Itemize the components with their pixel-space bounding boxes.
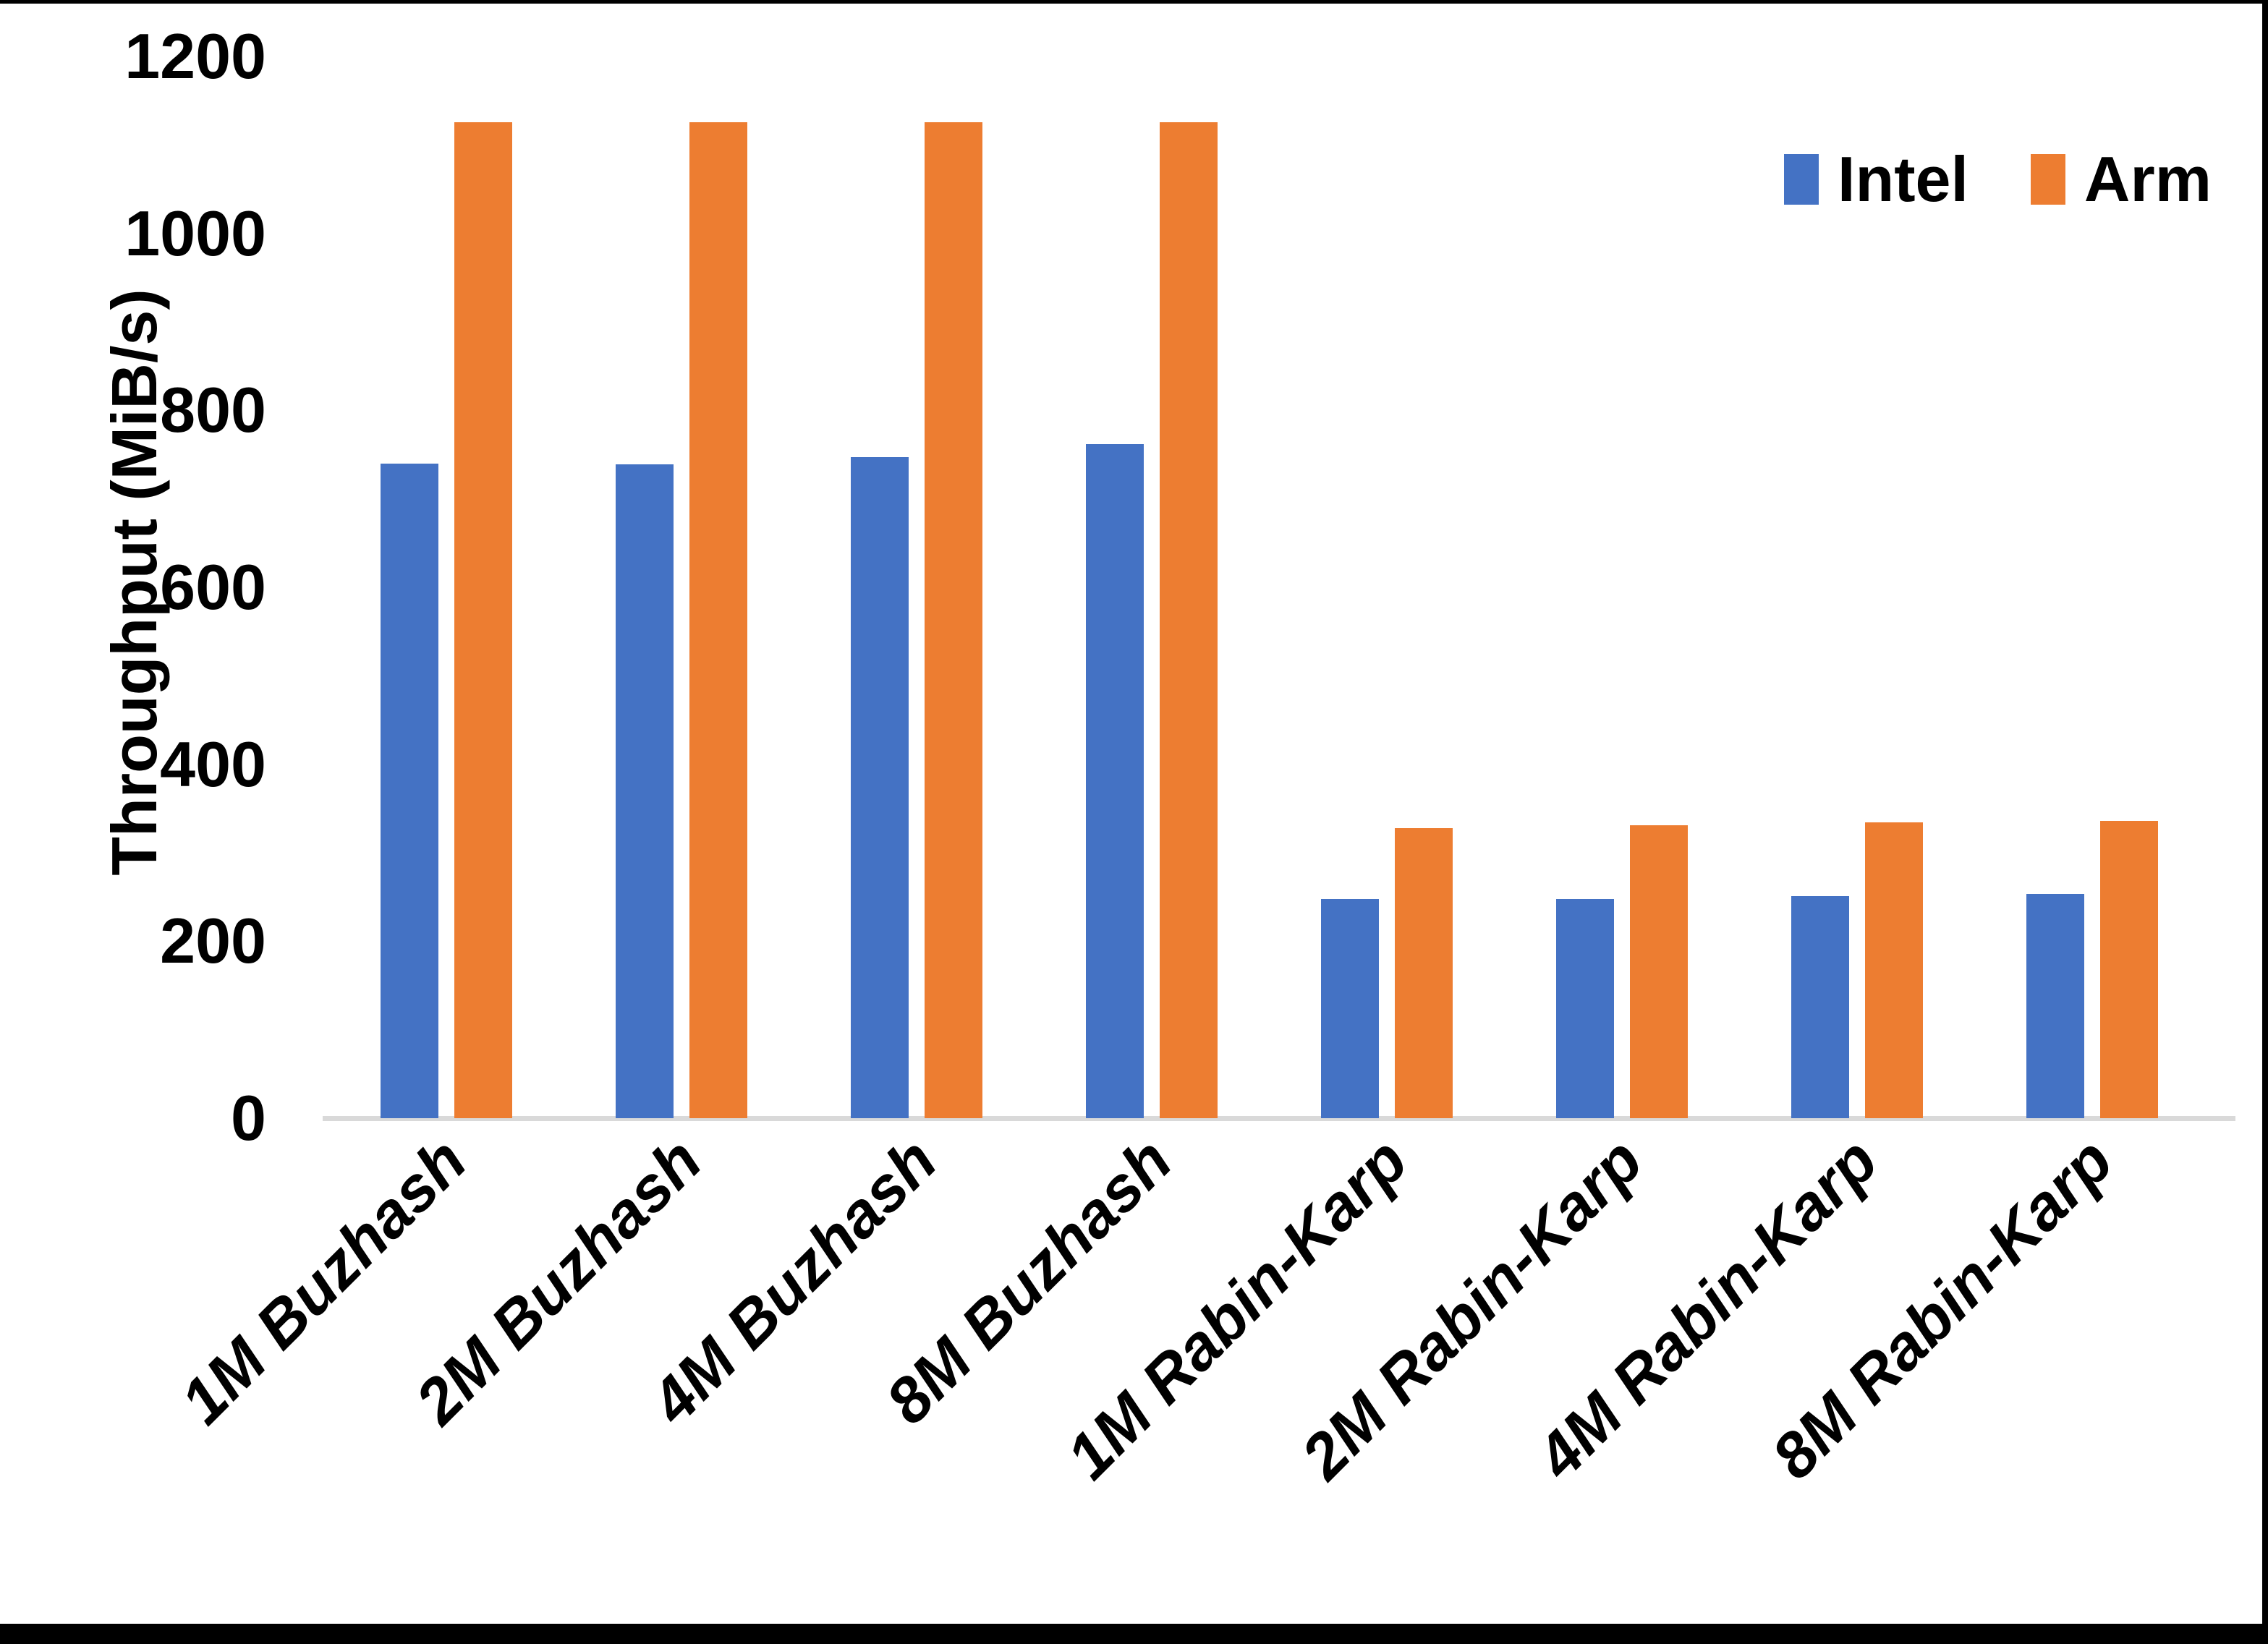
bar-intel-4m-rabin-karp	[1791, 896, 1849, 1118]
legend-label-intel: Intel	[1838, 143, 1968, 215]
bar-arm-4m-buzhash	[924, 122, 982, 1118]
bar-intel-8m-rabin-karp	[2026, 894, 2084, 1118]
bar-intel-8m-buzhash	[1085, 444, 1144, 1118]
legend-item-intel: Intel	[1784, 148, 1968, 211]
y-tick-label-800: 800	[160, 374, 266, 446]
legend: Intel Arm	[1784, 148, 2212, 211]
bar-group-1m-buzhash	[328, 122, 564, 1118]
bar-group-2m-buzhash	[564, 122, 799, 1118]
bar-arm-8m-rabin-karp	[2099, 821, 2158, 1118]
legend-label-arm: Arm	[2084, 143, 2212, 215]
y-tick-label-1000: 1000	[124, 197, 266, 269]
frame-border-right	[2262, 0, 2268, 1644]
legend-swatch-intel	[1784, 154, 1819, 205]
bar-arm-8m-buzhash	[1159, 122, 1218, 1118]
bar-intel-1m-buzhash	[380, 464, 438, 1118]
bar-group-1m-rabin-karp	[1269, 828, 1504, 1118]
bar-intel-4m-buzhash	[850, 457, 909, 1118]
legend-item-arm: Arm	[2030, 143, 2212, 215]
bar-arm-1m-rabin-karp	[1394, 828, 1453, 1118]
bar-intel-2m-rabin-karp	[1555, 899, 1614, 1118]
bar-group-8m-rabin-karp	[1974, 821, 2209, 1118]
legend-swatch-arm	[2030, 154, 2065, 205]
bar-intel-2m-buzhash	[615, 464, 674, 1118]
frame-border-bottom	[0, 1624, 2268, 1644]
y-tick-label-1200: 1200	[124, 20, 266, 92]
y-tick-label-0: 0	[231, 1082, 266, 1154]
bar-group-8m-buzhash	[1034, 122, 1269, 1118]
bar-group-4m-buzhash	[799, 122, 1034, 1118]
frame-border-top	[0, 0, 2268, 4]
bar-group-4m-rabin-karp	[1739, 822, 1974, 1118]
bar-arm-4m-rabin-karp	[1864, 822, 1923, 1118]
bar-intel-1m-rabin-karp	[1320, 899, 1379, 1118]
bar-group-2m-rabin-karp	[1504, 825, 1739, 1118]
bar-arm-1m-buzhash	[454, 122, 512, 1118]
x-axis-line	[323, 1116, 2235, 1121]
y-tick-label-600: 600	[160, 551, 266, 623]
y-tick-label-200: 200	[160, 905, 266, 977]
bar-arm-2m-rabin-karp	[1629, 825, 1688, 1118]
bar-arm-2m-buzhash	[689, 122, 747, 1118]
y-tick-label-400: 400	[160, 728, 266, 800]
